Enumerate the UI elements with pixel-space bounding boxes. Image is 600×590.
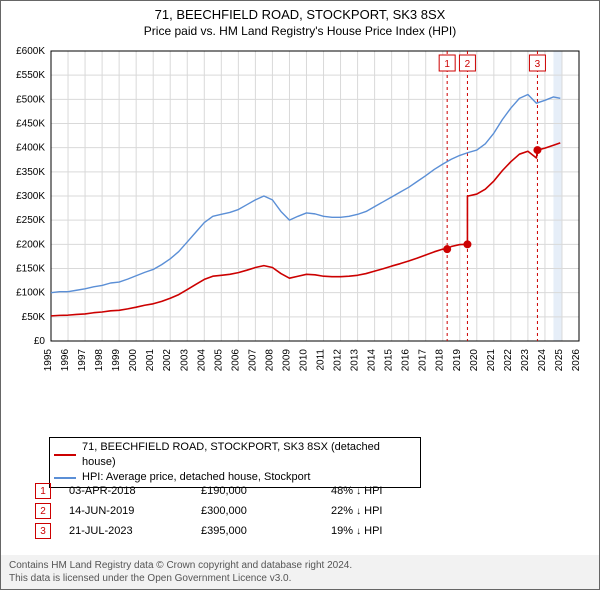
svg-text:2009: 2009	[281, 349, 292, 372]
footer-line2: This data is licensed under the Open Gov…	[9, 572, 591, 585]
svg-text:2025: 2025	[554, 349, 565, 372]
svg-text:2012: 2012	[333, 349, 344, 372]
svg-text:2008: 2008	[264, 349, 275, 372]
sales-row: 2 14-JUN-2019£300,00022% ↓ HPI	[35, 501, 575, 521]
svg-text:2023: 2023	[520, 349, 531, 372]
svg-text:2007: 2007	[247, 349, 258, 372]
svg-text:2020: 2020	[469, 349, 480, 372]
chart-svg: £0£50K£100K£150K£200K£250K£300K£350K£400…	[49, 47, 581, 395]
sale-date: 03-APR-2018	[69, 485, 201, 497]
svg-text:£0: £0	[34, 336, 46, 347]
legend-swatch-property	[54, 454, 76, 456]
title-address: 71, BEECHFIELD ROAD, STOCKPORT, SK3 8SX	[1, 7, 599, 22]
svg-text:2021: 2021	[486, 349, 497, 372]
sale-price: £395,000	[201, 525, 331, 537]
svg-text:2017: 2017	[418, 349, 429, 372]
title-block: 71, BEECHFIELD ROAD, STOCKPORT, SK3 8SX …	[1, 1, 599, 38]
sale-delta: 22% ↓ HPI	[331, 505, 441, 517]
svg-text:2010: 2010	[298, 349, 309, 372]
footer-line1: Contains HM Land Registry data © Crown c…	[9, 559, 591, 572]
svg-text:2024: 2024	[537, 349, 548, 372]
svg-text:2001: 2001	[145, 349, 156, 372]
svg-text:£250K: £250K	[16, 215, 45, 226]
svg-text:£550K: £550K	[16, 70, 45, 81]
svg-text:2003: 2003	[179, 349, 190, 372]
svg-text:2002: 2002	[162, 349, 173, 372]
sale-delta: 48% ↓ HPI	[331, 485, 441, 497]
svg-text:2011: 2011	[316, 349, 327, 371]
svg-text:1997: 1997	[77, 349, 88, 372]
svg-text:2005: 2005	[213, 349, 224, 372]
svg-text:2019: 2019	[452, 349, 463, 372]
svg-text:1995: 1995	[43, 349, 54, 372]
sales-row: 1 03-APR-2018£190,00048% ↓ HPI	[35, 481, 575, 501]
svg-text:2013: 2013	[350, 349, 361, 372]
svg-text:£50K: £50K	[22, 312, 46, 323]
svg-text:£150K: £150K	[16, 264, 45, 275]
svg-text:£400K: £400K	[16, 143, 45, 154]
sale-price: £190,000	[201, 485, 331, 497]
sale-date: 14-JUN-2019	[69, 505, 201, 517]
svg-text:2015: 2015	[384, 349, 395, 372]
svg-text:2026: 2026	[571, 349, 582, 372]
sale-price: £300,000	[201, 505, 331, 517]
svg-text:2018: 2018	[435, 349, 446, 372]
svg-text:£450K: £450K	[16, 119, 45, 130]
sale-delta: 19% ↓ HPI	[331, 525, 441, 537]
figure-container: 71, BEECHFIELD ROAD, STOCKPORT, SK3 8SX …	[0, 0, 600, 590]
svg-text:2: 2	[465, 59, 471, 70]
svg-text:2000: 2000	[128, 349, 139, 372]
sale-date: 21-JUL-2023	[69, 525, 201, 537]
sales-row: 3 21-JUL-2023£395,00019% ↓ HPI	[35, 521, 575, 541]
svg-text:£350K: £350K	[16, 167, 45, 178]
sales-table: 1 03-APR-2018£190,00048% ↓ HPI 2 14-JUN-201…	[35, 481, 575, 541]
svg-text:2016: 2016	[401, 349, 412, 372]
chart: £0£50K£100K£150K£200K£250K£300K£350K£400…	[49, 47, 581, 395]
sale-marker-num: 2	[35, 503, 51, 519]
sale-marker-num: 1	[35, 483, 51, 499]
title-subtitle: Price paid vs. HM Land Registry's House …	[1, 24, 599, 38]
svg-text:1: 1	[444, 59, 450, 70]
legend-label-property: 71, BEECHFIELD ROAD, STOCKPORT, SK3 8SX …	[82, 440, 416, 470]
svg-text:3: 3	[535, 59, 541, 70]
svg-text:£600K: £600K	[16, 46, 45, 57]
svg-text:£200K: £200K	[16, 239, 45, 250]
legend-row-property: 71, BEECHFIELD ROAD, STOCKPORT, SK3 8SX …	[54, 440, 416, 470]
footer: Contains HM Land Registry data © Crown c…	[1, 555, 599, 589]
svg-text:1998: 1998	[94, 349, 105, 372]
svg-text:1996: 1996	[60, 349, 71, 372]
svg-text:1999: 1999	[111, 349, 122, 372]
sale-marker-num: 3	[35, 523, 51, 539]
svg-text:£100K: £100K	[16, 288, 45, 299]
svg-text:£300K: £300K	[16, 191, 45, 202]
svg-text:2022: 2022	[503, 349, 514, 372]
legend-swatch-hpi	[54, 477, 76, 479]
svg-text:2006: 2006	[230, 349, 241, 372]
svg-text:2004: 2004	[196, 349, 207, 372]
svg-text:2014: 2014	[367, 349, 378, 372]
svg-text:£500K: £500K	[16, 94, 45, 105]
